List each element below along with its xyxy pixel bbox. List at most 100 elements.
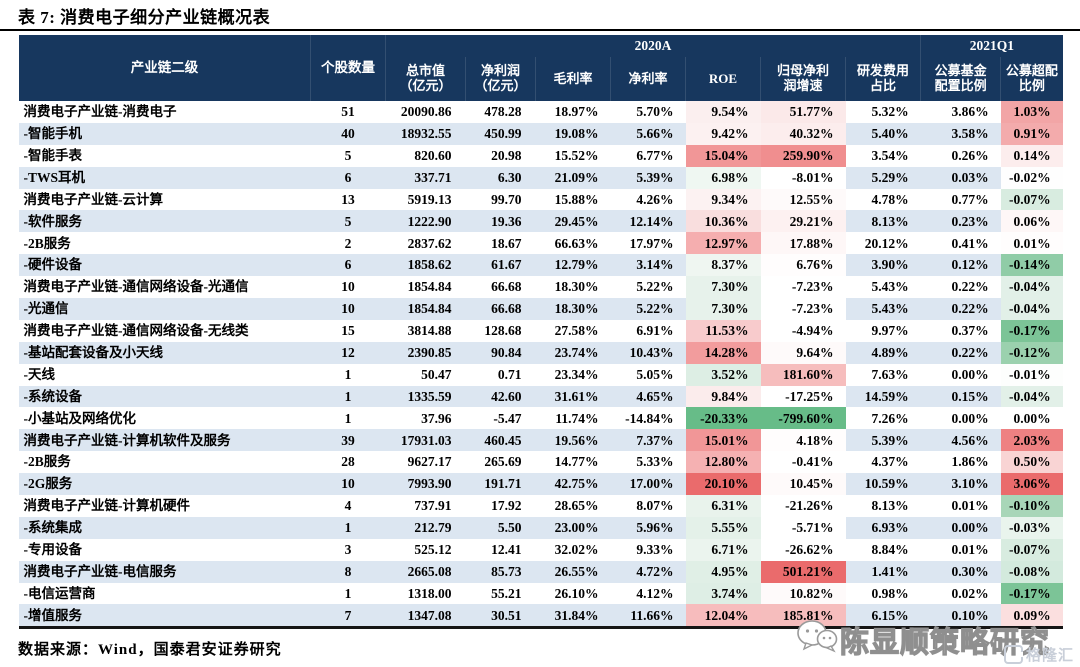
cell-gross-margin: 32.02% bbox=[535, 538, 611, 561]
cell-market-cap: 17931.03 bbox=[385, 429, 466, 452]
col-header-profit: 净利润 （亿元） bbox=[465, 57, 536, 101]
cell-roe: 8.37% bbox=[685, 254, 761, 277]
cell-market-cap: 1854.84 bbox=[385, 298, 466, 320]
cell-market-cap: 212.79 bbox=[385, 516, 466, 539]
cell-net-profit: 18.67 bbox=[465, 232, 536, 255]
table-row: -软件服务 5 1222.90 19.36 29.45% 12.14% 10.3… bbox=[18, 210, 1063, 233]
cell-industry-name: -系统集成 bbox=[18, 516, 311, 539]
group-header-2020a: 2020A bbox=[384, 35, 921, 57]
cell-industry-name: -电信运营商 bbox=[18, 582, 311, 605]
cell-roe: 6.71% bbox=[685, 538, 761, 561]
col-header-fund-overweight: 公募超配 比例 bbox=[1000, 57, 1063, 101]
cell-industry-name: -专用设备 bbox=[18, 538, 311, 561]
cell-fund-allocation: 0.01% bbox=[920, 538, 1001, 561]
cell-fund-overweight: -0.17% bbox=[1000, 582, 1063, 605]
table-row: -增值服务 7 1347.08 30.51 31.84% 11.66% 12.0… bbox=[18, 604, 1063, 628]
table-row: 消费电子产业链-消费电子 51 20090.86 478.28 18.97% 5… bbox=[18, 101, 1063, 123]
cell-stock-count: 8 bbox=[310, 560, 386, 583]
cell-net-profit: 0.71 bbox=[465, 363, 536, 386]
cell-fund-overweight: 0.91% bbox=[1000, 122, 1063, 145]
cell-profit-growth: -5.71% bbox=[760, 516, 846, 539]
cell-fund-overweight: -0.08% bbox=[1000, 560, 1063, 583]
cell-industry-name: 消费电子产业链-计算机硬件 bbox=[18, 495, 311, 517]
cell-gross-margin: 15.52% bbox=[535, 144, 611, 167]
cell-roe: 9.42% bbox=[685, 122, 761, 145]
cell-stock-count: 1 bbox=[310, 385, 386, 408]
cell-market-cap: 50.47 bbox=[385, 363, 466, 386]
cell-net-margin: 5.05% bbox=[610, 363, 686, 386]
cell-roe: 3.74% bbox=[685, 582, 761, 605]
cell-market-cap: 2390.85 bbox=[385, 341, 466, 364]
cell-rd-ratio: 20.12% bbox=[845, 232, 921, 255]
cell-stock-count: 13 bbox=[310, 188, 386, 211]
cell-industry-name: -基站配套设备及小天线 bbox=[18, 341, 311, 364]
cell-rd-ratio: 4.78% bbox=[845, 188, 921, 211]
group-header-2021q1: 2021Q1 bbox=[920, 35, 1063, 57]
cell-net-profit: 12.41 bbox=[465, 538, 536, 561]
cell-fund-overweight: -0.04% bbox=[1000, 385, 1063, 408]
cell-market-cap: 737.91 bbox=[385, 495, 466, 517]
cell-roe: 12.97% bbox=[685, 232, 761, 255]
cell-industry-name: -天线 bbox=[18, 363, 311, 386]
cell-profit-growth: -7.23% bbox=[760, 298, 846, 320]
cell-net-margin: 4.26% bbox=[610, 188, 686, 211]
cell-fund-overweight: -0.07% bbox=[1000, 538, 1063, 561]
cell-net-margin: 5.70% bbox=[610, 101, 686, 123]
col-header-mcap: 总市值 （亿元） bbox=[385, 57, 466, 101]
cell-stock-count: 15 bbox=[310, 319, 386, 342]
table-row: -系统设备 1 1335.59 42.60 31.61% 4.65% 9.84%… bbox=[18, 385, 1063, 408]
table-row: 消费电子产业链-通信网络设备-无线类 15 3814.88 128.68 27.… bbox=[18, 319, 1063, 342]
cell-fund-allocation: 0.26% bbox=[920, 144, 1001, 167]
data-source-note: 数据来源：Wind，国泰君安证券研究 bbox=[18, 642, 282, 658]
cell-net-margin: 17.00% bbox=[610, 473, 686, 496]
cell-rd-ratio: 5.29% bbox=[845, 166, 921, 189]
gelonghui-logo: 格隆汇 bbox=[1003, 644, 1074, 665]
cell-rd-ratio: 6.15% bbox=[845, 604, 921, 628]
cell-fund-allocation: 3.58% bbox=[920, 122, 1001, 145]
cell-profit-growth: -0.41% bbox=[760, 451, 846, 474]
table-row: -系统集成 1 212.79 5.50 23.00% 5.96% 5.55% -… bbox=[18, 516, 1063, 539]
cell-net-margin: 11.66% bbox=[610, 604, 686, 628]
table-row: -2B服务 2 2837.62 18.67 66.63% 17.97% 12.9… bbox=[18, 232, 1063, 255]
cell-fund-allocation: 0.01% bbox=[920, 495, 1001, 517]
cell-fund-allocation: 0.41% bbox=[920, 232, 1001, 255]
cell-roe: 20.10% bbox=[685, 473, 761, 496]
cell-roe: 5.55% bbox=[685, 516, 761, 539]
cell-rd-ratio: 14.59% bbox=[845, 385, 921, 408]
cell-roe: 4.95% bbox=[685, 560, 761, 583]
cell-profit-growth: 12.55% bbox=[760, 188, 846, 211]
cell-net-profit: 30.51 bbox=[465, 604, 536, 628]
cell-net-profit: 450.99 bbox=[465, 122, 536, 145]
cell-gross-margin: 23.74% bbox=[535, 341, 611, 364]
cell-industry-name: -2B服务 bbox=[18, 451, 311, 474]
cell-fund-overweight: 0.50% bbox=[1000, 451, 1063, 474]
cell-industry-name: -软件服务 bbox=[18, 210, 311, 233]
cell-roe: 7.30% bbox=[685, 276, 761, 299]
cell-industry-name: -增值服务 bbox=[18, 604, 311, 628]
cell-fund-allocation: 4.56% bbox=[920, 429, 1001, 452]
cell-market-cap: 37.96 bbox=[385, 407, 466, 430]
cell-net-margin: -14.84% bbox=[610, 407, 686, 430]
cell-net-margin: 4.65% bbox=[610, 385, 686, 408]
table-row: -基站配套设备及小天线 12 2390.85 90.84 23.74% 10.4… bbox=[18, 341, 1063, 364]
cell-profit-growth: 51.77% bbox=[760, 101, 846, 123]
cell-fund-allocation: 0.00% bbox=[920, 363, 1001, 386]
cell-rd-ratio: 10.59% bbox=[845, 473, 921, 496]
title-underline bbox=[0, 29, 1080, 31]
cell-fund-allocation: 0.22% bbox=[920, 276, 1001, 299]
cell-profit-growth: -17.25% bbox=[760, 385, 846, 408]
cell-fund-allocation: 0.12% bbox=[920, 254, 1001, 277]
cell-stock-count: 4 bbox=[310, 495, 386, 517]
cell-net-margin: 6.91% bbox=[610, 319, 686, 342]
cell-market-cap: 2837.62 bbox=[385, 232, 466, 255]
cell-gross-margin: 19.56% bbox=[535, 429, 611, 452]
cell-net-profit: 90.84 bbox=[465, 341, 536, 364]
cell-net-margin: 3.14% bbox=[610, 254, 686, 277]
cell-market-cap: 337.71 bbox=[385, 166, 466, 189]
cell-gross-margin: 11.74% bbox=[535, 407, 611, 430]
cell-stock-count: 40 bbox=[310, 122, 386, 145]
cell-rd-ratio: 5.43% bbox=[845, 276, 921, 299]
cell-profit-growth: 10.82% bbox=[760, 582, 846, 605]
cell-stock-count: 5 bbox=[310, 210, 386, 233]
